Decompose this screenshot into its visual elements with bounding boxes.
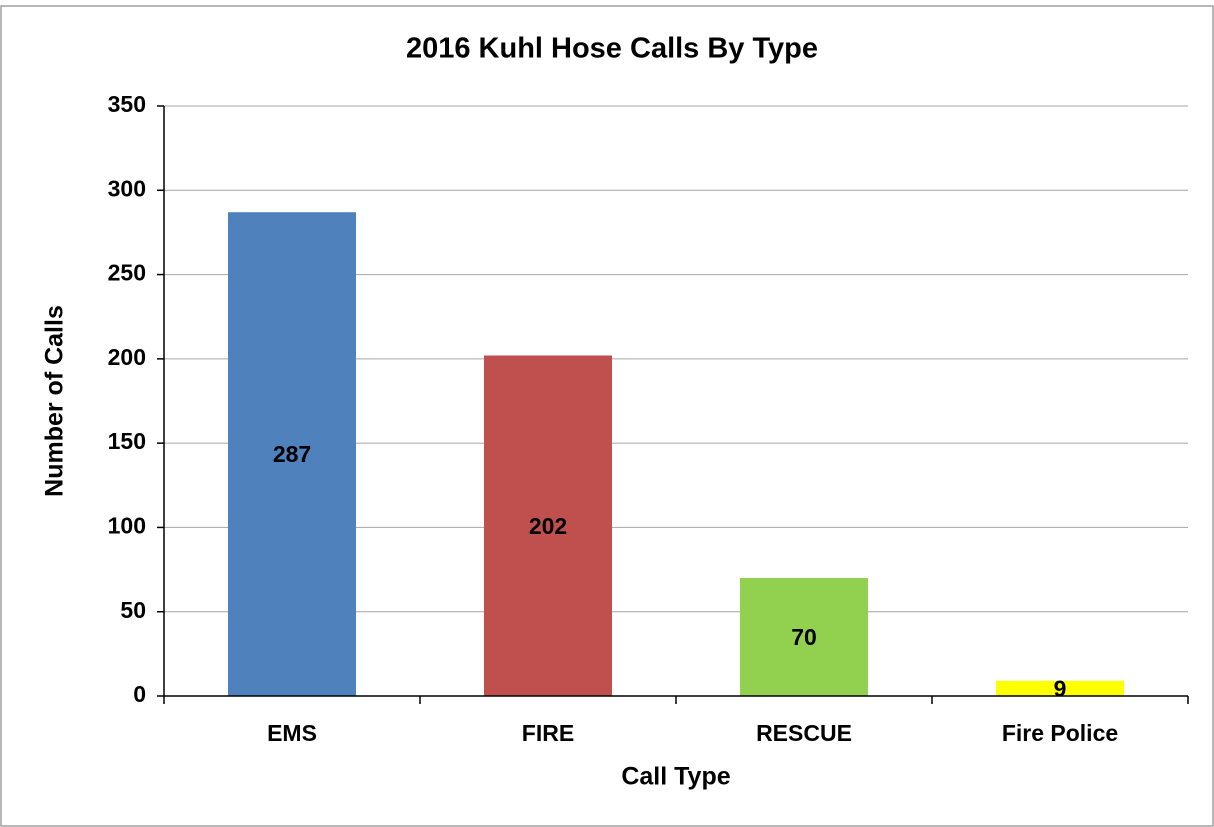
y-tick-label: 0: [133, 681, 146, 707]
data-label: 202: [529, 513, 567, 539]
bar: [740, 578, 868, 696]
y-tick-label: 150: [108, 428, 146, 454]
data-label: 287: [273, 441, 311, 467]
x-tick-label: EMS: [267, 720, 317, 746]
y-tick-label: 200: [108, 344, 146, 370]
chart-title: 2016 Kuhl Hose Calls By Type: [406, 33, 818, 65]
y-tick-label: 300: [108, 175, 146, 201]
y-axis-title: Number of Calls: [41, 305, 69, 497]
data-label: 9: [1054, 675, 1067, 701]
x-tick-label: Fire Police: [1002, 720, 1118, 746]
bar: [228, 212, 356, 696]
y-tick-label: 350: [108, 91, 146, 117]
bar: [484, 355, 612, 696]
y-tick-label: 100: [108, 513, 146, 539]
y-tick-label: 50: [120, 597, 146, 623]
bar: [996, 680, 1124, 696]
y-tick-label: 250: [108, 260, 146, 286]
x-tick-label: RESCUE: [756, 720, 852, 746]
data-label: 70: [791, 624, 817, 650]
x-axis-title: Call Type: [621, 763, 730, 791]
x-tick-label: FIRE: [522, 720, 574, 746]
